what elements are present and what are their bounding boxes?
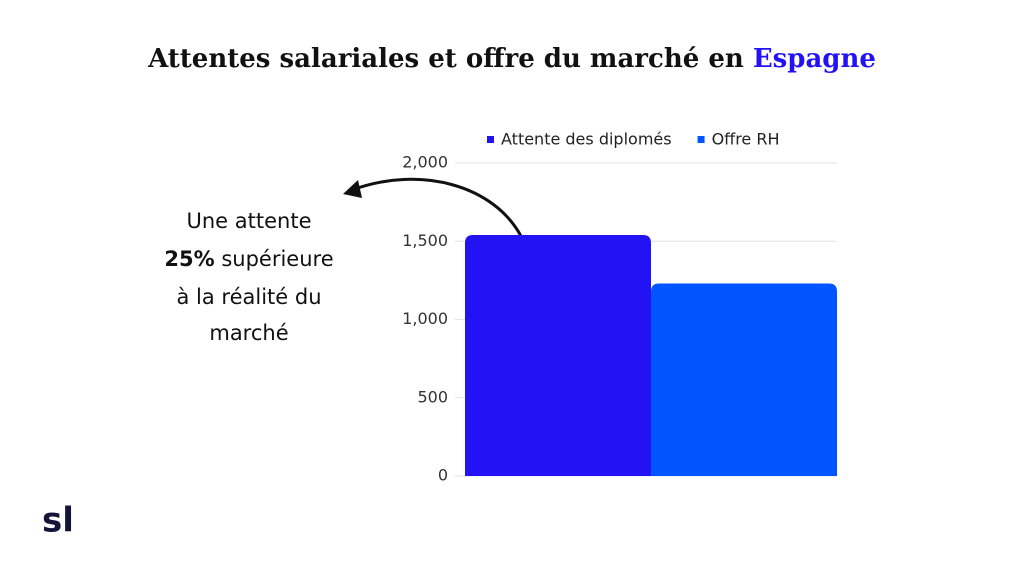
- annotation-line: Une attente: [187, 209, 312, 233]
- y-tick-label: 2,000: [402, 153, 448, 172]
- legend-swatch: [487, 136, 494, 143]
- logo: sl: [42, 501, 74, 541]
- legend-swatch: [697, 136, 705, 143]
- y-tick-label: 1,500: [402, 231, 448, 250]
- annotation-bold: 25%: [164, 247, 214, 271]
- chart-title: Attentes salariales et offre du marché e…: [147, 44, 876, 74]
- annotation-line: marché: [209, 321, 288, 345]
- title-highlight: Espagne: [753, 44, 876, 74]
- bar: [465, 234, 651, 476]
- annotation-line: à la réalité du: [176, 285, 321, 309]
- annotation-line: 25% supérieure: [164, 247, 333, 271]
- arrow: [351, 177, 524, 239]
- legend-label: Offre RH: [712, 130, 780, 149]
- y-tick-label: 0: [438, 466, 448, 485]
- plot: 0 500 1,000 1,500 2,000 Attente des diplomés O…: [402, 130, 837, 485]
- y-tick-label: 500: [417, 387, 448, 406]
- legend-label: Attente des diplomés: [501, 130, 672, 149]
- bar: [651, 283, 837, 476]
- annotation-text: supérieure: [221, 247, 333, 271]
- arrow-head: [343, 180, 362, 198]
- title-text: Attentes salariales et offre du marché e…: [147, 44, 744, 74]
- y-tick-label: 1,000: [402, 309, 448, 328]
